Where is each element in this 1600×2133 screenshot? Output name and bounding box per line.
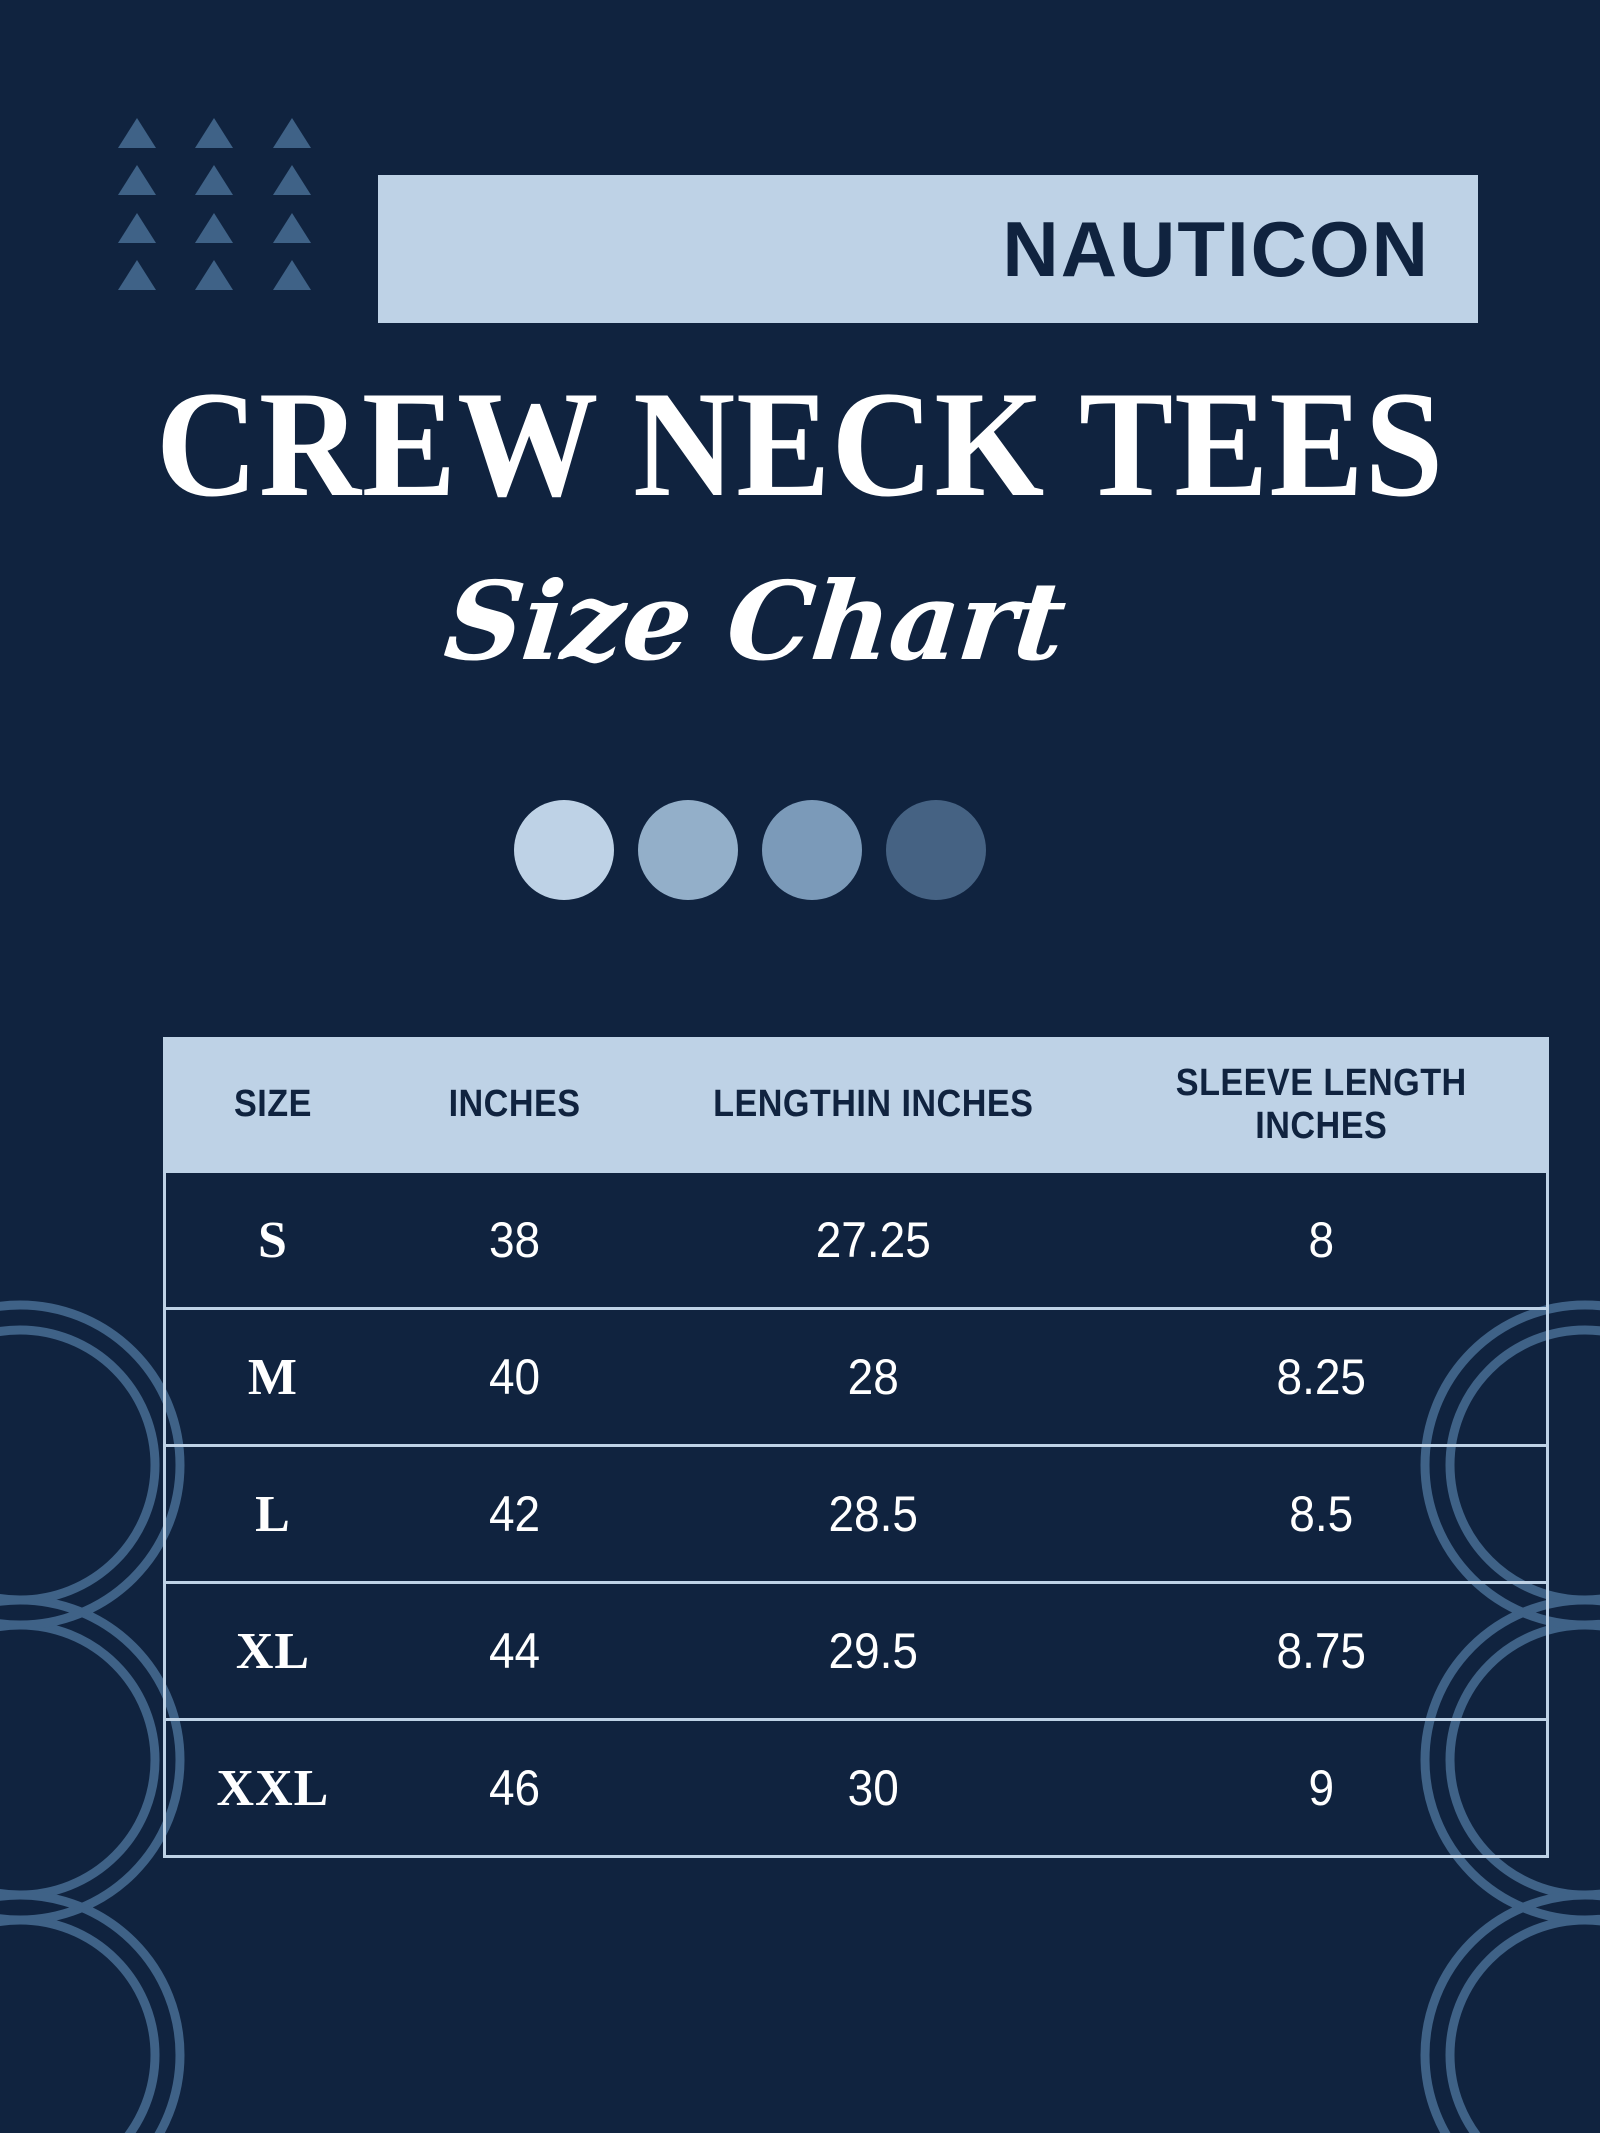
column-header-sleeve: SLEEVE LENGTH INCHES xyxy=(1176,1062,1468,1147)
cell-size: XXL xyxy=(216,1759,330,1817)
triangle-icon xyxy=(118,212,156,243)
cell-length: 27.25 xyxy=(815,1212,931,1269)
cell-size: S xyxy=(257,1211,288,1269)
size-table-body: S 38 27.25 8 M 40 28 8.25 L 42 28.5 8.5 xyxy=(166,1173,1546,1855)
column-header-size: SIZE xyxy=(234,1083,312,1126)
triangle-icon xyxy=(195,212,234,243)
triangle-icon xyxy=(118,117,156,148)
size-table: SIZE INCHES LENGTHIN INCHES SLEEVE LENGT… xyxy=(166,1040,1546,1855)
page-subtitle: Size Chart xyxy=(439,559,1071,685)
cell-length: 28.5 xyxy=(828,1486,918,1543)
size-table-container: SIZE INCHES LENGTHIN INCHES SLEEVE LENGT… xyxy=(163,1037,1549,1859)
triangle-icon xyxy=(195,117,234,148)
brand-name: NAUTICON xyxy=(1002,205,1430,293)
triangle-icon xyxy=(272,165,311,195)
cell-length: 28 xyxy=(847,1349,899,1406)
table-row: L 42 28.5 8.5 xyxy=(166,1445,1546,1583)
table-row: XL 44 29.5 8.75 xyxy=(166,1582,1546,1720)
triangle-icon xyxy=(118,165,156,195)
cell-inches: 38 xyxy=(488,1212,541,1269)
cell-sleeve: 8 xyxy=(1308,1212,1335,1269)
triangle-icon xyxy=(272,117,311,148)
color-swatch-row xyxy=(0,800,1600,900)
cell-length: 29.5 xyxy=(828,1623,918,1680)
cell-sleeve: 8.25 xyxy=(1276,1349,1367,1406)
triangle-pattern xyxy=(118,110,328,290)
cell-sleeve: 9 xyxy=(1308,1760,1335,1817)
cell-sleeve: 8.75 xyxy=(1276,1623,1367,1680)
swatch-dot-2 xyxy=(638,800,738,900)
triangle-icon xyxy=(272,212,311,243)
size-table-header: SIZE INCHES LENGTHIN INCHES SLEEVE LENGT… xyxy=(166,1040,1546,1174)
cell-inches: 42 xyxy=(488,1486,541,1543)
triangle-icon xyxy=(195,260,234,290)
table-row: S 38 27.25 8 xyxy=(166,1173,1546,1309)
cell-size: L xyxy=(255,1485,291,1543)
column-header-inches: INCHES xyxy=(448,1083,581,1126)
header-row: SIZE INCHES LENGTHIN INCHES SLEEVE LENGT… xyxy=(166,1040,1546,1174)
cell-inches: 46 xyxy=(488,1760,541,1817)
swatch-dot-3 xyxy=(762,800,862,900)
cell-size: M xyxy=(247,1348,298,1406)
brand-bar: NAUTICON xyxy=(378,175,1478,323)
cell-size: XL xyxy=(235,1622,311,1680)
cell-inches: 44 xyxy=(488,1623,541,1680)
page-title: CREW NECK TEES xyxy=(155,360,1445,528)
triangle-icon xyxy=(272,260,311,290)
swatch-dot-1 xyxy=(514,800,614,900)
column-header-length: LENGTHIN INCHES xyxy=(713,1083,1034,1126)
cell-length: 30 xyxy=(847,1760,899,1817)
cell-sleeve: 8.5 xyxy=(1289,1486,1354,1543)
table-row: M 40 28 8.25 xyxy=(166,1308,1546,1446)
swatch-dot-4 xyxy=(886,800,986,900)
triangle-icon xyxy=(118,260,156,290)
triangle-icon xyxy=(195,165,234,195)
cell-inches: 40 xyxy=(488,1349,541,1406)
table-row: XXL 46 30 9 xyxy=(166,1719,1546,1856)
